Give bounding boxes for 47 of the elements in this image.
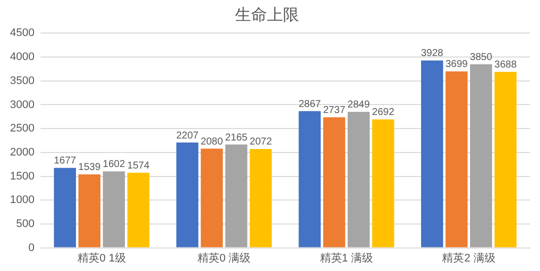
bar xyxy=(494,72,517,248)
y-tick-label: 4500 xyxy=(10,27,34,40)
data-label: 1602 xyxy=(102,159,126,170)
chart-title: 生命上限 xyxy=(235,6,299,24)
data-label: 3928 xyxy=(420,48,444,60)
y-tick-label: 3500 xyxy=(10,74,34,87)
bar xyxy=(78,174,100,248)
bar xyxy=(176,142,198,248)
bar xyxy=(421,60,444,248)
data-label: 3699 xyxy=(445,59,468,70)
y-tick-label: 500 xyxy=(16,218,34,230)
bar xyxy=(200,148,223,248)
bar xyxy=(298,111,321,248)
data-label: 2867 xyxy=(298,98,322,110)
x-tick-label: 精英0 满级 xyxy=(197,251,251,264)
y-tick-label: 4000 xyxy=(10,51,34,64)
bar xyxy=(102,171,125,248)
data-label: 1574 xyxy=(127,160,150,172)
bar xyxy=(348,112,370,248)
data-label: 2165 xyxy=(225,132,248,144)
data-label: 3688 xyxy=(494,60,518,71)
y-tick-label: 0 xyxy=(28,242,34,254)
x-tick-label: 精英0 1级 xyxy=(78,251,126,264)
bar xyxy=(225,144,248,248)
bar xyxy=(250,148,272,248)
data-label: 3850 xyxy=(470,52,493,63)
data-label: 2849 xyxy=(348,100,370,111)
bar xyxy=(127,172,150,248)
bar xyxy=(54,168,76,248)
y-tick-label: 1500 xyxy=(10,170,34,182)
y-tick-label: 2000 xyxy=(10,146,34,158)
data-label: 1539 xyxy=(78,162,101,174)
x-tick-label: 精英1 满级 xyxy=(320,251,374,264)
data-label: 2207 xyxy=(176,130,199,142)
data-label: 2737 xyxy=(323,105,346,116)
x-tick-label: 精英2 满级 xyxy=(442,251,496,264)
data-label: 2080 xyxy=(200,136,224,148)
y-tick-label: 2500 xyxy=(10,122,34,135)
data-label: 2692 xyxy=(372,107,395,118)
y-tick-label: 3000 xyxy=(10,98,34,111)
bar xyxy=(323,117,346,248)
y-tick-label: 1000 xyxy=(10,194,34,206)
data-label: 1677 xyxy=(54,156,77,167)
data-label: 2072 xyxy=(250,136,272,148)
bar xyxy=(372,119,394,248)
bar xyxy=(470,64,492,248)
bar xyxy=(446,71,468,248)
